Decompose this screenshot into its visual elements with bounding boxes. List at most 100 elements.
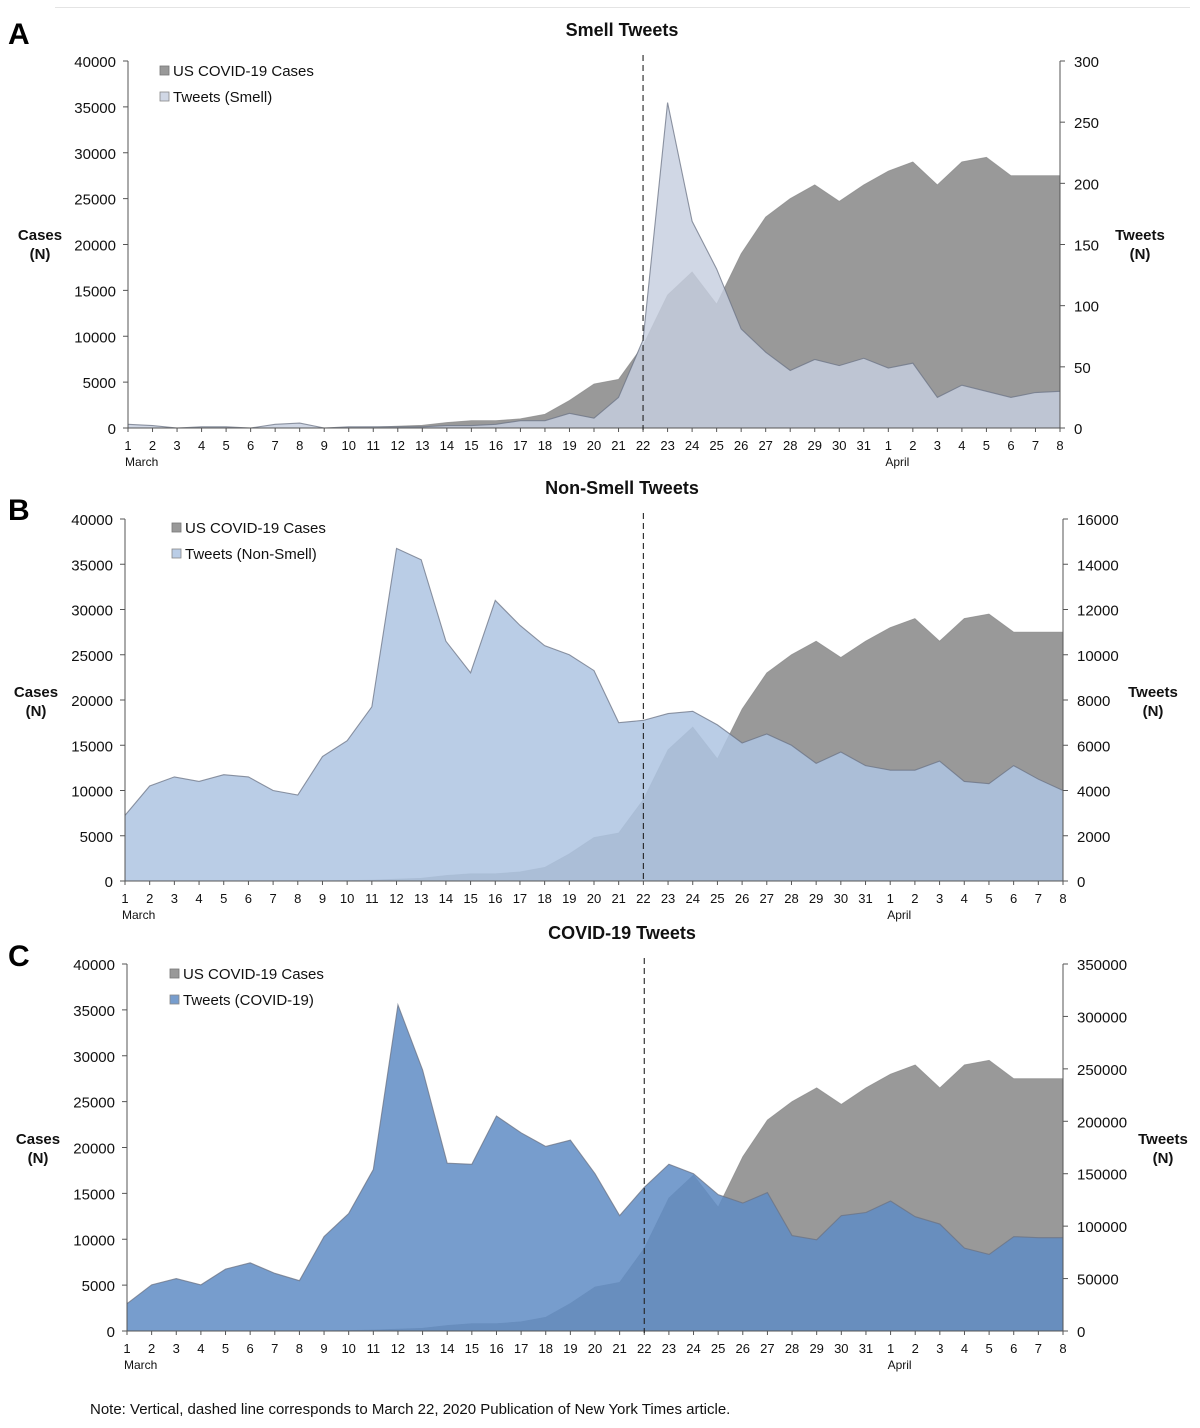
legend-swatch — [169, 994, 180, 1005]
x-tick-label: 7 — [269, 891, 276, 906]
x-tick-label: 4 — [198, 438, 205, 453]
x-tick-label: 6 — [1007, 438, 1014, 453]
x-tick-label: 11 — [367, 438, 381, 453]
x-tick-label: 11 — [367, 1341, 381, 1356]
x-tick-label: 7 — [272, 438, 279, 453]
x-tick-label: 5 — [985, 1341, 992, 1356]
legend-swatch — [171, 548, 182, 559]
right-tick-label: 12000 — [1077, 603, 1119, 620]
left-tick-label: 35000 — [73, 1003, 115, 1020]
x-tick-label: 5 — [222, 1341, 229, 1356]
x-tick-label: 6 — [1010, 891, 1017, 906]
right-tick-label: 14000 — [1077, 557, 1119, 574]
right-tick-label: 8000 — [1077, 693, 1110, 710]
left-tick-label: 20000 — [74, 238, 116, 255]
x-tick-label: 13 — [415, 438, 429, 453]
legend-label: Tweets (COVID-19) — [183, 992, 314, 1009]
series-line-tweets — [124, 547, 1064, 816]
x-tick-label: 2 — [149, 438, 156, 453]
x-tick-label: 6 — [245, 891, 252, 906]
x-tick-label: 29 — [809, 1341, 823, 1356]
left-tick-label: 0 — [107, 1324, 115, 1341]
x-tick-label: 23 — [661, 891, 675, 906]
right-tick-label: 200000 — [1077, 1114, 1127, 1131]
right-axis-label: (N) — [1153, 1150, 1174, 1167]
month-label: March — [124, 1358, 157, 1372]
x-tick-label: 18 — [539, 1341, 553, 1356]
x-tick-label: 16 — [489, 1341, 503, 1356]
x-tick-label: 5 — [222, 438, 229, 453]
left-tick-label: 35000 — [71, 557, 113, 574]
x-tick-label: 4 — [961, 1341, 968, 1356]
x-tick-label: 18 — [537, 891, 551, 906]
left-tick-label: 30000 — [73, 1049, 115, 1066]
legend-label: US COVID-19 Cases — [183, 966, 324, 983]
right-tick-label: 150000 — [1077, 1167, 1127, 1184]
x-tick-label: 2 — [912, 1341, 919, 1356]
x-tick-label: 23 — [662, 1341, 676, 1356]
x-tick-label: 21 — [612, 1341, 626, 1356]
right-tick-label: 2000 — [1077, 829, 1110, 846]
right-tick-label: 16000 — [1077, 512, 1119, 529]
x-tick-label: 26 — [736, 1341, 750, 1356]
month-label: April — [885, 455, 909, 469]
series-line-tweets — [126, 1002, 1063, 1305]
x-tick-label: 15 — [464, 438, 478, 453]
legend: US COVID-19 Cases Tweets (Non-Smell) — [171, 520, 326, 563]
x-tick-label: 29 — [808, 438, 822, 453]
x-tick-label: 10 — [341, 1341, 355, 1356]
x-tick-label: 30 — [834, 891, 848, 906]
left-tick-label: 40000 — [71, 512, 113, 529]
left-axis-label: Cases — [14, 684, 58, 701]
month-label: April — [887, 908, 911, 922]
left-axis-label: Cases — [18, 227, 62, 244]
left-tick-label: 0 — [108, 421, 116, 438]
legend-label: US COVID-19 Cases — [185, 520, 326, 537]
x-tick-label: 1 — [121, 891, 128, 906]
x-tick-label: 4 — [958, 438, 965, 453]
left-axis-label: (N) — [28, 1150, 49, 1167]
right-tick-label: 50 — [1074, 360, 1091, 377]
left-tick-label: 15000 — [73, 1186, 115, 1203]
x-tick-label: 8 — [296, 1341, 303, 1356]
x-tick-label: 11 — [365, 891, 379, 906]
left-tick-label: 25000 — [73, 1095, 115, 1112]
x-tick-label: 17 — [513, 438, 527, 453]
x-tick-label: 1 — [887, 1341, 894, 1356]
x-tick-label: 25 — [711, 1341, 725, 1356]
x-tick-label: 20 — [587, 891, 601, 906]
x-tick-label: 17 — [514, 1341, 528, 1356]
left-axis-label: (N) — [26, 703, 47, 720]
left-tick-label: 20000 — [71, 693, 113, 710]
x-tick-label: 15 — [465, 1341, 479, 1356]
month-label: April — [888, 1358, 912, 1372]
x-tick-label: 27 — [760, 891, 774, 906]
x-tick-label: 2 — [911, 891, 918, 906]
series-area-cases — [128, 157, 1060, 428]
x-tick-label: 27 — [760, 1341, 774, 1356]
x-tick-label: 26 — [735, 891, 749, 906]
x-tick-label: 3 — [173, 438, 180, 453]
x-tick-label: 19 — [562, 438, 576, 453]
x-tick-label: 14 — [440, 438, 454, 453]
left-tick-label: 30000 — [74, 146, 116, 163]
x-tick-label: 24 — [686, 1341, 700, 1356]
x-tick-label: 13 — [414, 891, 428, 906]
x-tick-label: 14 — [439, 891, 453, 906]
x-tick-label: 8 — [294, 891, 301, 906]
legend-label: Tweets (Smell) — [173, 89, 272, 106]
x-tick-label: 20 — [587, 438, 601, 453]
x-tick-label: 12 — [391, 438, 405, 453]
legend-label: US COVID-19 Cases — [173, 63, 314, 80]
x-tick-label: 22 — [636, 438, 650, 453]
x-tick-label: 30 — [834, 1341, 848, 1356]
right-axis-label: (N) — [1143, 703, 1164, 720]
x-tick-label: 1 — [124, 438, 131, 453]
x-tick-label: 5 — [983, 438, 990, 453]
left-tick-label: 30000 — [71, 603, 113, 620]
x-tick-label: 28 — [785, 1341, 799, 1356]
month-label: March — [125, 455, 158, 469]
left-tick-label: 40000 — [73, 957, 115, 974]
x-tick-label: 22 — [636, 891, 650, 906]
